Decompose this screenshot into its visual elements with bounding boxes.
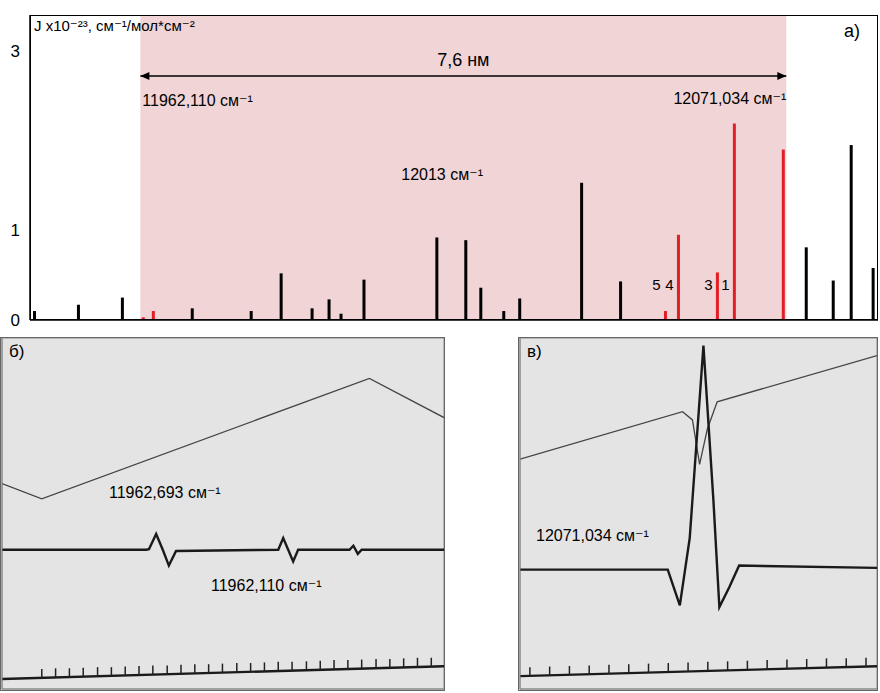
svg-text:7,6 нм: 7,6 нм <box>437 50 489 70</box>
html-text:11962,110 см⁻¹: 11962,110 см⁻¹ <box>211 577 322 594</box>
html-text:б): б) <box>9 342 25 361</box>
svg-text:4: 4 <box>665 276 673 293</box>
svg-text:3: 3 <box>11 42 20 61</box>
svg-text:1: 1 <box>721 276 729 293</box>
html-text:J x10⁻²³, см⁻¹/мол*см⁻²: J x10⁻²³, см⁻¹/мол*см⁻² <box>34 17 195 34</box>
svg-text:1: 1 <box>11 221 20 240</box>
svg-text:12013 см⁻¹: 12013 см⁻¹ <box>401 166 483 183</box>
svg-text:12071,034 см⁻¹: 12071,034 см⁻¹ <box>673 90 786 107</box>
svg-text:11962,110 см⁻¹: 11962,110 см⁻¹ <box>142 92 252 109</box>
html-text:11962,693 см⁻¹: 11962,693 см⁻¹ <box>109 484 221 501</box>
svg-text:5: 5 <box>652 276 660 293</box>
svg-text:0: 0 <box>11 311 20 330</box>
html-text:a): a) <box>844 21 860 41</box>
svg-text:3: 3 <box>704 276 712 293</box>
html-text:в): в) <box>527 342 542 361</box>
html-text:12071,034 см⁻¹: 12071,034 см⁻¹ <box>536 527 649 544</box>
